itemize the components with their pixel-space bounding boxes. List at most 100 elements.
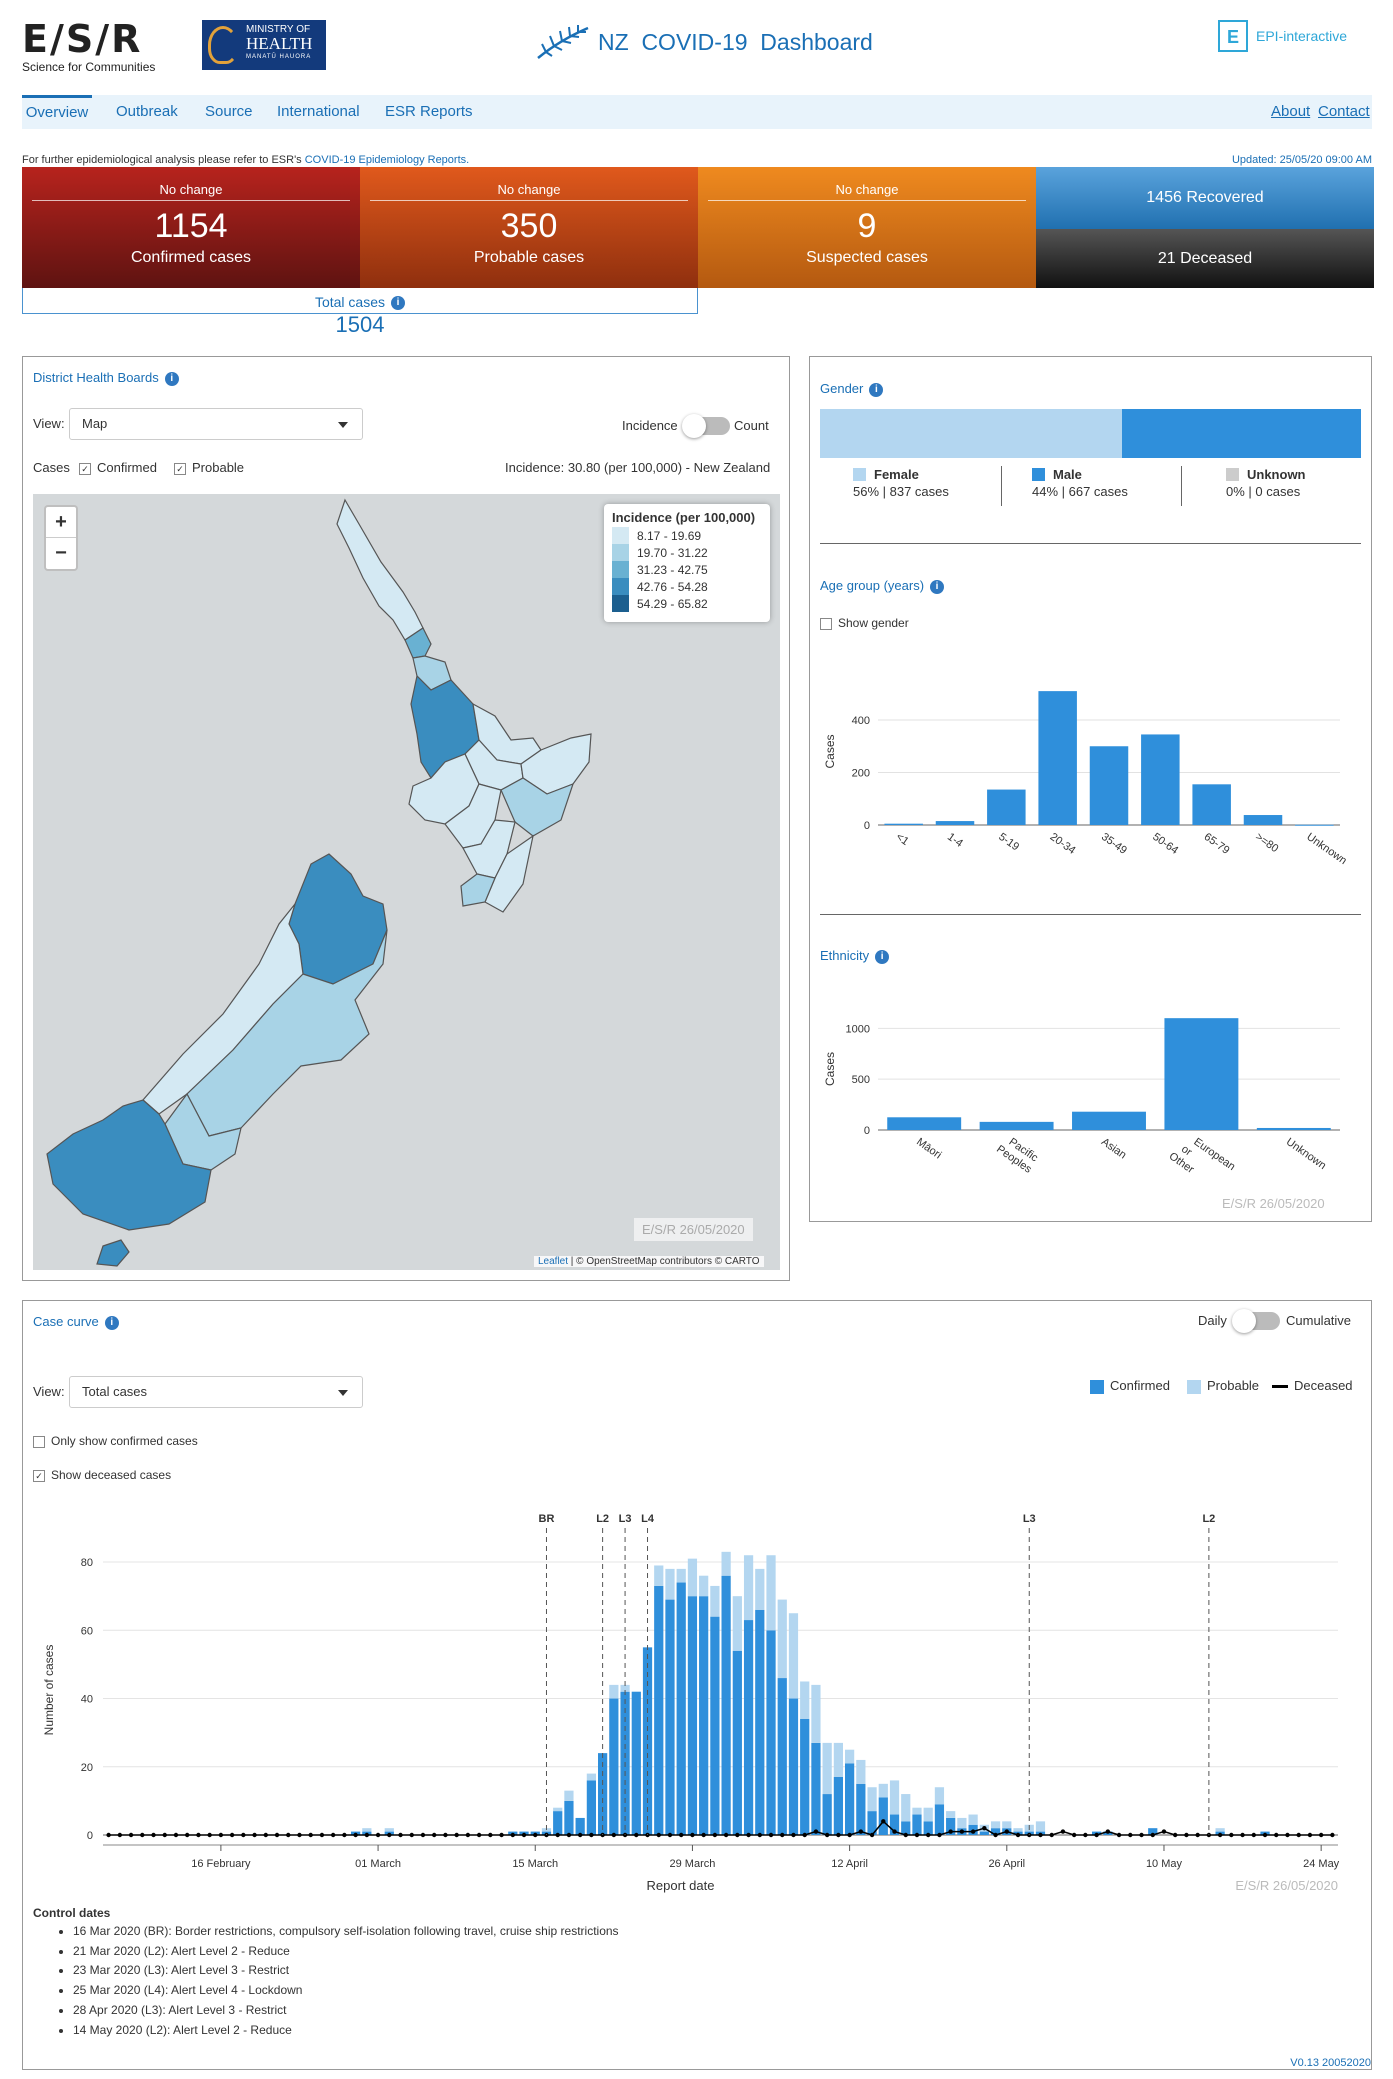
probable-bar (1035, 1821, 1046, 1832)
tab-international[interactable]: International (277, 103, 360, 120)
confirmed-bar (755, 1609, 765, 1835)
show-deceased-checkbox[interactable]: ✓ Show deceased cases (33, 1468, 171, 1482)
bar (979, 1121, 1054, 1130)
legend-range: 8.17 - 19.69 (637, 528, 702, 543)
x-tick-label: 35-49 (1099, 831, 1129, 857)
epidemiology-reports-link[interactable]: COVID-19 Epidemiology Reports. (304, 154, 470, 166)
tab-esr-reports[interactable]: ESR Reports (385, 103, 473, 120)
moh-line1: MINISTRY OF (246, 24, 311, 35)
probable-bar (822, 1742, 832, 1795)
curve-view-select[interactable]: Total cases (69, 1376, 363, 1408)
version-label: V0.13 20052020 (1290, 2057, 1371, 2069)
count-toggle-label: Count (734, 418, 769, 433)
suspected-count: 9 (857, 207, 877, 245)
control-marker-label: L3 (1023, 1513, 1036, 1525)
leaflet-link[interactable]: Leaflet (538, 1256, 569, 1267)
confirmed-bar (710, 1616, 720, 1835)
legend-title: Incidence (per 100,000) (612, 510, 756, 525)
info-icon[interactable]: i (391, 296, 406, 311)
y-tick-label: 20 (81, 1762, 93, 1774)
zoom-in-button[interactable]: + (46, 507, 76, 538)
deceased-point (308, 1832, 313, 1838)
deceased-point (723, 1832, 729, 1838)
region-capital-coast (460, 873, 496, 907)
deceased-point (454, 1832, 459, 1838)
x-tick-label: Unknown (1284, 1136, 1328, 1172)
gender-male-label: Male (1053, 467, 1082, 482)
confirmed-bar (732, 1650, 742, 1835)
updated-timestamp: Updated: 25/05/20 09:00 AM (1231, 154, 1372, 166)
deceased-point (533, 1832, 538, 1838)
bar (1295, 824, 1334, 826)
gender-bar-male[interactable] (1122, 409, 1361, 458)
deceased-point (1116, 1832, 1122, 1838)
dashboard-title: NZ COVID-19 Dashboard (598, 28, 873, 55)
zoom-out-button[interactable]: − (55, 542, 67, 564)
toggle-knob (682, 414, 706, 438)
suspected-cases-tile: No change 9 Suspected cases (698, 167, 1036, 288)
checkbox-checked-icon: ✓ (174, 462, 186, 475)
deceased-point (858, 1829, 864, 1834)
about-link[interactable]: About (1271, 103, 1311, 120)
probable-bar (867, 1787, 877, 1812)
incidence-count-toggle[interactable] (682, 414, 730, 438)
gender-legend-female: Female 56% | 837 cases (853, 466, 949, 500)
gender-bar-female[interactable] (820, 409, 1122, 458)
probable-bar (1215, 1828, 1225, 1832)
deceased-point (128, 1832, 134, 1838)
incidence-summary: Incidence: 30.80 (per 100,000) - New Zea… (505, 460, 771, 475)
info-icon[interactable]: i (875, 949, 890, 964)
info-icon[interactable]: i (104, 1315, 119, 1330)
probable-label: Probable cases (473, 249, 585, 266)
bar (884, 823, 923, 825)
only-confirmed-checkbox[interactable]: Only show confirmed cases (33, 1434, 198, 1448)
deceased-point (432, 1832, 437, 1838)
dhb-view-select[interactable]: Map (69, 408, 363, 440)
deceased-point (1161, 1829, 1167, 1834)
info-icon[interactable]: i (930, 579, 945, 594)
probable-bar (687, 1558, 698, 1597)
deceased-point (679, 1832, 684, 1838)
region-auckland (404, 627, 432, 659)
info-icon[interactable]: i (164, 371, 179, 386)
tab-outbreak[interactable]: Outbreak (116, 103, 178, 120)
deceased-point (353, 1832, 358, 1838)
deceased-point (566, 1832, 572, 1838)
deceased-point (364, 1832, 370, 1838)
deceased-point (297, 1832, 302, 1838)
deceased-point (140, 1832, 145, 1838)
region-northland (336, 498, 424, 641)
age-title-text: Age group (years) (820, 578, 925, 593)
curve-legend-deceased-label: Deceased (1294, 1378, 1353, 1393)
y-tick-label: 80 (81, 1557, 93, 1569)
dhb-map[interactable] (33, 494, 780, 1270)
deceased-point (151, 1832, 156, 1838)
x-tick-label: Unknown (1304, 831, 1348, 867)
epi-interactive-logo[interactable]: E EPI-interactive (1218, 20, 1347, 52)
contact-link[interactable]: Contact (1318, 103, 1370, 120)
probable-checkbox[interactable]: ✓ Probable (174, 460, 244, 475)
x-tick-label: 26 April (988, 1858, 1025, 1870)
confirmed-bar (553, 1811, 563, 1835)
deceased-point (847, 1832, 852, 1838)
daily-cumulative-toggle[interactable] (1232, 1309, 1280, 1333)
x-tick-label: 50-64 (1150, 831, 1180, 857)
show-gender-checkbox[interactable]: Show gender (820, 616, 909, 630)
info-icon[interactable]: i (869, 382, 884, 397)
x-tick-label-line: 5-19 (996, 831, 1021, 853)
case-curve-watermark: E/S/R 26/05/2020 (1235, 1878, 1338, 1893)
probable-bar (743, 1555, 754, 1621)
probable-bar (889, 1780, 900, 1815)
probable-bar (990, 1821, 1001, 1829)
tab-overview[interactable]: Overview (22, 95, 92, 129)
probable-bar (755, 1568, 765, 1610)
confirmed-bar (631, 1691, 641, 1835)
gender-title: Gender i (820, 381, 884, 397)
confirmed-bar (811, 1742, 821, 1835)
tab-source[interactable]: Source (205, 103, 253, 120)
deceased-point (993, 1832, 998, 1838)
deceased-point (1015, 1832, 1021, 1838)
confirmed-checkbox[interactable]: ✓ Confirmed (79, 460, 157, 475)
region-canterbury (186, 929, 388, 1137)
x-tick-label: 29 March (670, 1858, 716, 1870)
